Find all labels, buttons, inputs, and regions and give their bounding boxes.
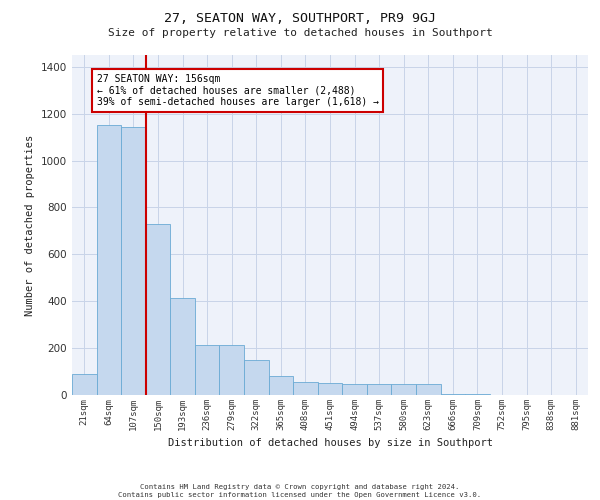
Text: 27, SEATON WAY, SOUTHPORT, PR9 9GJ: 27, SEATON WAY, SOUTHPORT, PR9 9GJ <box>164 12 436 26</box>
Bar <box>465 394 490 395</box>
Bar <box>195 344 220 395</box>
Text: Contains HM Land Registry data © Crown copyright and database right 2024.
Contai: Contains HM Land Registry data © Crown c… <box>118 484 482 498</box>
Text: 27 SEATON WAY: 156sqm
← 61% of detached houses are smaller (2,488)
39% of semi-d: 27 SEATON WAY: 156sqm ← 61% of detached … <box>97 74 379 107</box>
Bar <box>146 224 170 395</box>
Bar <box>72 374 97 395</box>
Bar <box>293 382 318 395</box>
Bar <box>121 126 146 395</box>
Bar <box>220 344 244 395</box>
Bar <box>244 360 269 395</box>
Bar <box>416 384 440 395</box>
Bar <box>97 126 121 395</box>
X-axis label: Distribution of detached houses by size in Southport: Distribution of detached houses by size … <box>167 438 493 448</box>
Bar <box>367 384 391 395</box>
Bar <box>391 384 416 395</box>
Text: Size of property relative to detached houses in Southport: Size of property relative to detached ho… <box>107 28 493 38</box>
Bar <box>318 384 342 395</box>
Bar <box>342 384 367 395</box>
Bar <box>170 298 195 395</box>
Bar <box>440 394 465 395</box>
Y-axis label: Number of detached properties: Number of detached properties <box>25 134 35 316</box>
Bar <box>269 376 293 395</box>
